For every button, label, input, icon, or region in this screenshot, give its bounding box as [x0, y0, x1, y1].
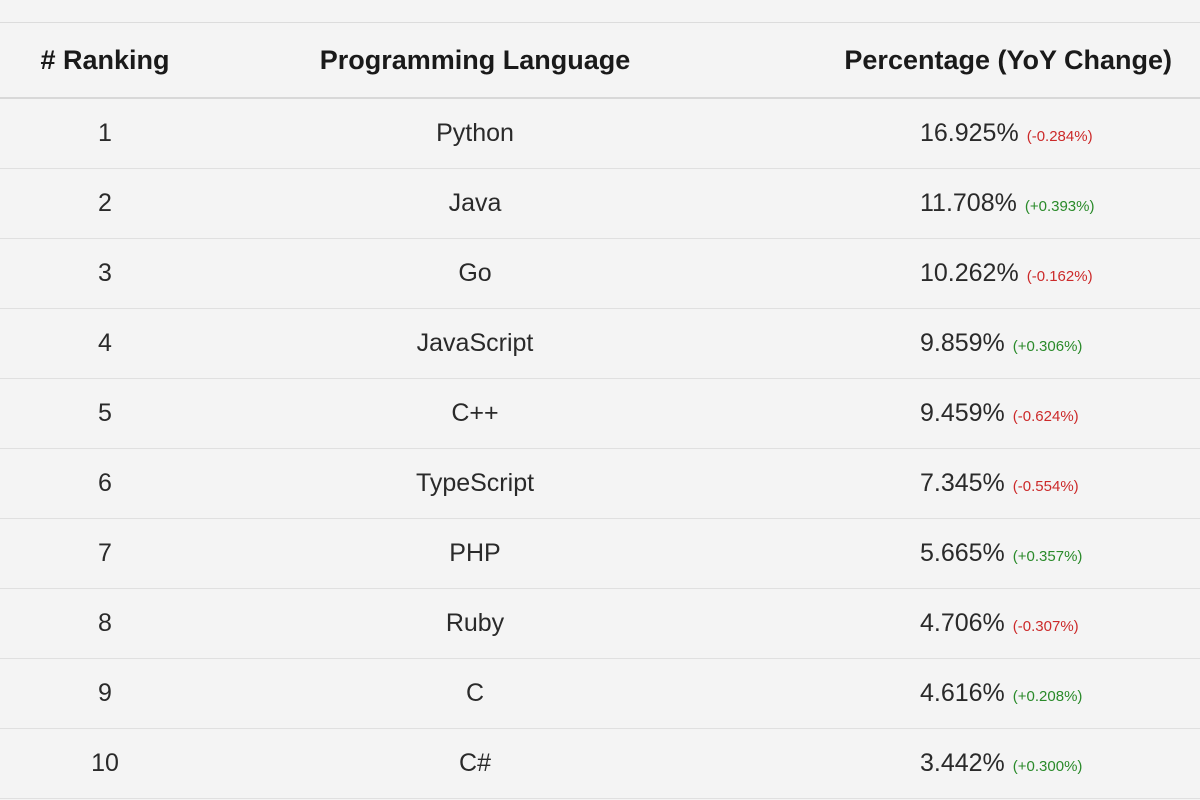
- percentage-value: 16.925%: [920, 119, 1019, 147]
- rank-cell: 1: [0, 98, 210, 169]
- language-cell: PHP: [210, 518, 740, 589]
- table-row: 10 C# 3.442% (+0.300%): [0, 728, 1200, 799]
- column-header-language[interactable]: Programming Language: [210, 23, 740, 99]
- rank-cell: 7: [0, 518, 210, 589]
- language-cell: C: [210, 658, 740, 729]
- percentage-cell: 7.345% (-0.554%): [740, 448, 1200, 519]
- percentage-value: 11.708%: [920, 189, 1017, 217]
- rank-cell: 10: [0, 728, 210, 799]
- yoy-change-value: (-0.624%): [1012, 408, 1079, 425]
- yoy-change-value: (-0.307%): [1012, 618, 1079, 635]
- yoy-change-value: (+0.208%): [1012, 688, 1083, 705]
- rank-cell: 3: [0, 238, 210, 309]
- yoy-change-value: (+0.306%): [1012, 338, 1083, 355]
- percentage-cell: 4.706% (-0.307%): [740, 588, 1200, 659]
- language-cell: C#: [210, 728, 740, 799]
- percentage-cell: 4.616% (+0.208%): [740, 658, 1200, 729]
- yoy-change-value: (-0.284%): [1026, 128, 1093, 145]
- percentage-value: 10.262%: [920, 259, 1019, 287]
- language-cell: C++: [210, 378, 740, 449]
- yoy-change-value: (-0.162%): [1026, 268, 1093, 285]
- column-header-ranking[interactable]: # Ranking: [0, 23, 210, 99]
- percentage-value: 3.442%: [920, 749, 1005, 777]
- percentage-cell: 3.442% (+0.300%): [740, 728, 1200, 799]
- percentage-value: 4.616%: [920, 679, 1005, 707]
- language-cell: JavaScript: [210, 308, 740, 379]
- percentage-cell: 5.665% (+0.357%): [740, 518, 1200, 589]
- language-cell: Go: [210, 238, 740, 309]
- rank-cell: 4: [0, 308, 210, 379]
- table-row: 8 Ruby 4.706% (-0.307%): [0, 588, 1200, 659]
- table-header: # Ranking Programming Language Percentag…: [0, 23, 1200, 99]
- table-body: 1 Python 16.925% (-0.284%) 2 Java 11.708% (+0.3…: [0, 98, 1200, 799]
- percentage-value: 4.706%: [920, 609, 1005, 637]
- table-row: 9 C 4.616% (+0.208%): [0, 658, 1200, 729]
- percentage-value: 9.859%: [920, 329, 1005, 357]
- rank-cell: 2: [0, 168, 210, 239]
- language-ranking-table: # Ranking Programming Language Percentag…: [0, 23, 1200, 799]
- percentage-cell: 9.459% (-0.624%): [740, 378, 1200, 449]
- table-row: 1 Python 16.925% (-0.284%): [0, 98, 1200, 169]
- yoy-change-value: (+0.357%): [1012, 548, 1083, 565]
- language-cell: Python: [210, 98, 740, 169]
- percentage-cell: 11.708% (+0.393%): [740, 168, 1200, 239]
- header-row: # Ranking Programming Language Percentag…: [0, 23, 1200, 99]
- table-row: 7 PHP 5.665% (+0.357%): [0, 518, 1200, 589]
- language-cell: TypeScript: [210, 448, 740, 519]
- percentage-value: 9.459%: [920, 399, 1005, 427]
- language-cell: Ruby: [210, 588, 740, 659]
- percentage-value: 7.345%: [920, 469, 1005, 497]
- ranking-table-container: # Ranking Programming Language Percentag…: [0, 22, 1200, 800]
- table-row: 3 Go 10.262% (-0.162%): [0, 238, 1200, 309]
- percentage-value: 5.665%: [920, 539, 1005, 567]
- table-row: 4 JavaScript 9.859% (+0.306%): [0, 308, 1200, 379]
- table-row: 5 C++ 9.459% (-0.624%): [0, 378, 1200, 449]
- percentage-cell: 10.262% (-0.162%): [740, 238, 1200, 309]
- percentage-cell: 16.925% (-0.284%): [740, 98, 1200, 169]
- rank-cell: 9: [0, 658, 210, 729]
- yoy-change-value: (+0.393%): [1024, 198, 1095, 215]
- yoy-change-value: (-0.554%): [1012, 478, 1079, 495]
- rank-cell: 8: [0, 588, 210, 659]
- percentage-cell: 9.859% (+0.306%): [740, 308, 1200, 379]
- rank-cell: 6: [0, 448, 210, 519]
- column-header-percentage[interactable]: Percentage (YoY Change): [740, 23, 1200, 99]
- language-cell: Java: [210, 168, 740, 239]
- rank-cell: 5: [0, 378, 210, 449]
- table-row: 6 TypeScript 7.345% (-0.554%): [0, 448, 1200, 519]
- yoy-change-value: (+0.300%): [1012, 758, 1083, 775]
- table-row: 2 Java 11.708% (+0.393%): [0, 168, 1200, 239]
